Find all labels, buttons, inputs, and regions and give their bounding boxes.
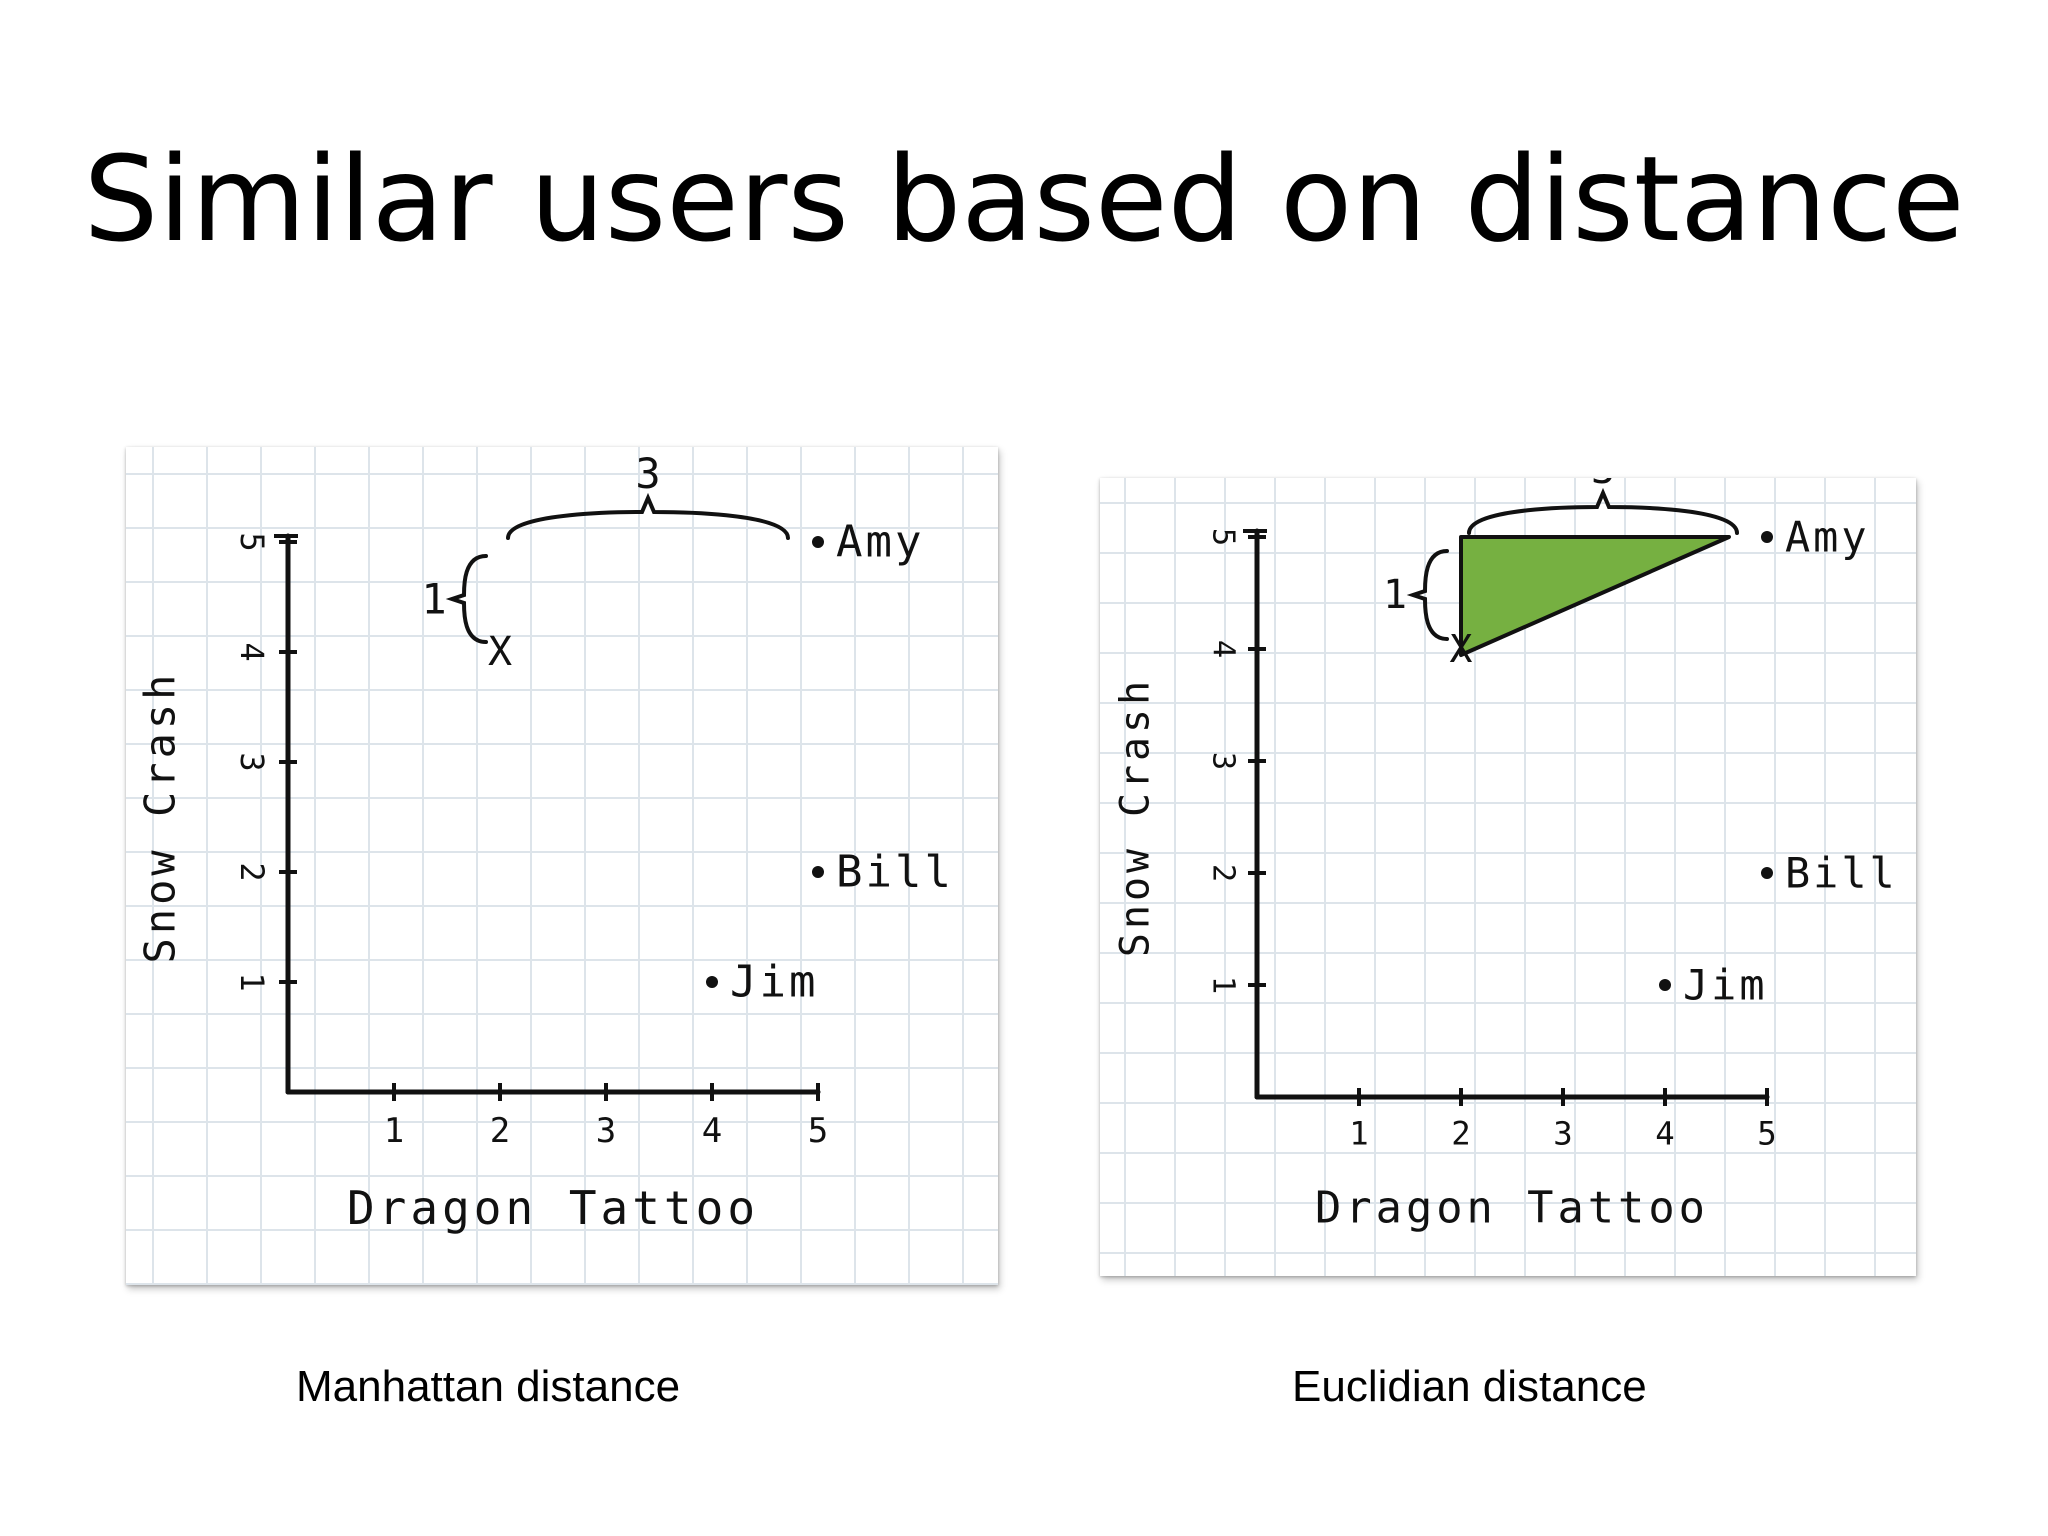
y-tick-label: 5 — [233, 532, 271, 551]
manhattan-chart: 1 2 3 4 5 1 2 3 4 5 Dragon Tattoo Snow Crash 3 1 Amy Bi… — [126, 447, 998, 1285]
euclidean-caption: Euclidian distance — [1292, 1362, 1647, 1411]
y-tick-label: 5 — [1205, 528, 1240, 546]
vertical-brace-label: 1 — [421, 575, 446, 624]
point-jim — [1659, 979, 1671, 991]
point-x: X — [1450, 627, 1473, 671]
x-tick-label: 2 — [1451, 1115, 1470, 1153]
x-axis-label: Dragon Tattoo — [1315, 1182, 1709, 1233]
horizontal-brace-label: 3 — [635, 449, 660, 498]
x-tick-label: 4 — [702, 1111, 722, 1151]
point-jim — [706, 976, 718, 988]
euclidean-chart-panel: 1 2 3 4 5 1 2 3 4 5 Dragon Tattoo Snow Crash 3 1 Amy Bi… — [1100, 478, 1916, 1276]
x-axis-label: Dragon Tattoo — [347, 1181, 759, 1235]
horizontal-brace-label: 3 — [1591, 478, 1615, 493]
x-tick-label: 4 — [1655, 1115, 1674, 1153]
point-amy — [812, 536, 824, 548]
point-amy-label: Amy — [1785, 513, 1870, 562]
x-tick-label: 3 — [1553, 1115, 1572, 1153]
vertical-brace — [445, 554, 488, 644]
point-amy-label: Amy — [836, 517, 924, 568]
y-tick-label: 4 — [1205, 640, 1240, 658]
y-tick-label: 3 — [233, 752, 271, 771]
horizontal-brace — [1467, 487, 1739, 535]
point-x: X — [488, 629, 512, 675]
grid — [126, 447, 998, 1285]
x-tick-label: 5 — [808, 1111, 828, 1151]
grid — [1100, 478, 1916, 1276]
point-bill-label: Bill — [1785, 849, 1898, 898]
y-tick-label: 1 — [233, 972, 271, 991]
x-tick-label: 2 — [490, 1111, 510, 1151]
x-tick-label: 1 — [1349, 1115, 1368, 1153]
y-tick-label: 1 — [1205, 976, 1240, 994]
euclidean-chart: 1 2 3 4 5 1 2 3 4 5 Dragon Tattoo Snow Crash 3 1 Amy Bi… — [1100, 478, 1916, 1276]
manhattan-caption: Manhattan distance — [296, 1362, 681, 1411]
point-amy — [1761, 531, 1773, 543]
slide-title: Similar users based on distance — [83, 130, 1965, 268]
y-tick-label: 3 — [1205, 752, 1240, 770]
point-bill-label: Bill — [836, 847, 954, 898]
y-tick-label: 2 — [1205, 864, 1240, 882]
horizontal-brace — [506, 492, 790, 540]
point-jim-label: Jim — [730, 957, 818, 1008]
manhattan-chart-panel: 1 2 3 4 5 1 2 3 4 5 Dragon Tattoo Snow Crash 3 1 Amy Bi… — [126, 447, 998, 1285]
x-tick-label: 3 — [596, 1111, 616, 1151]
vertical-brace — [1406, 549, 1449, 641]
y-tick-label: 2 — [233, 862, 271, 881]
point-bill — [1761, 867, 1773, 879]
y-axis-label: Snow Crash — [136, 671, 185, 964]
point-jim-label: Jim — [1683, 961, 1768, 1010]
x-tick-label: 1 — [384, 1111, 404, 1151]
y-axis-label: Snow Crash — [1112, 677, 1158, 957]
distance-triangle — [1459, 535, 1731, 657]
x-tick-label: 5 — [1757, 1115, 1776, 1153]
vertical-brace-label: 1 — [1383, 572, 1407, 618]
point-bill — [812, 866, 824, 878]
y-tick-label: 4 — [233, 642, 271, 661]
